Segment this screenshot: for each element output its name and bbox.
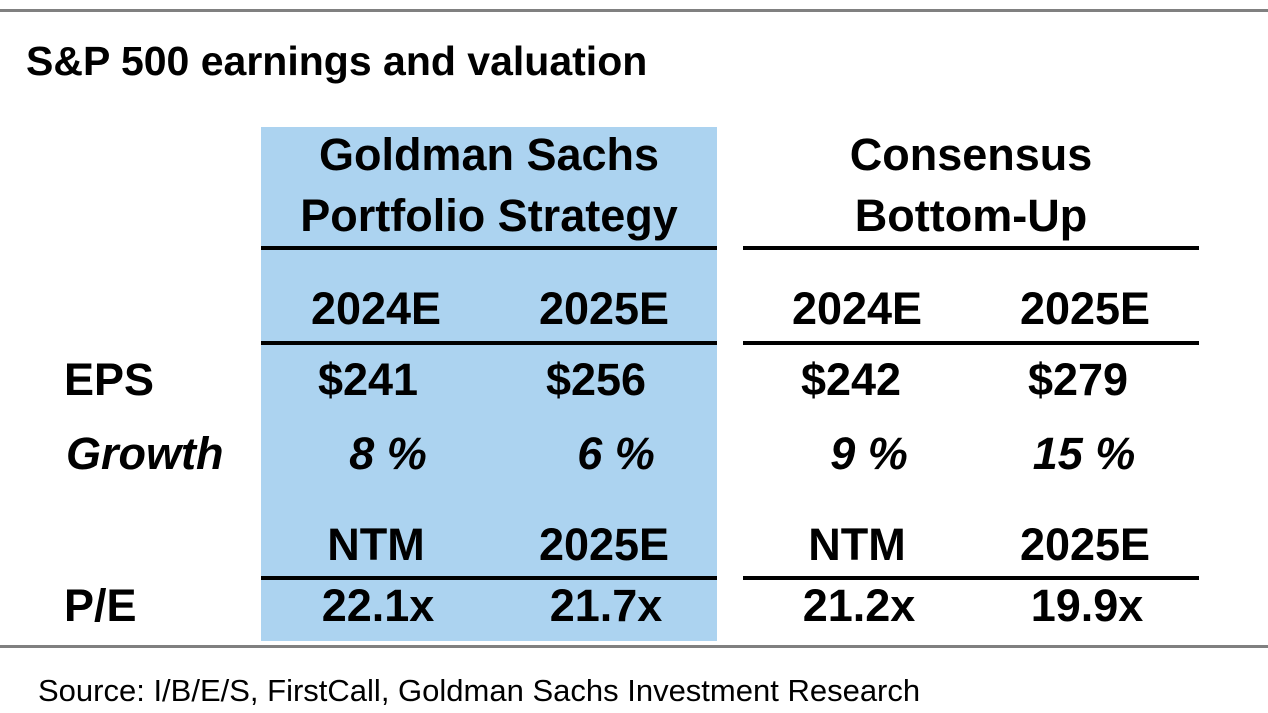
- row-label-pe: P/E: [64, 580, 137, 631]
- pe-gs-ntm: 22.1x: [321, 580, 435, 631]
- pe-header-gs-ntm: NTM: [327, 519, 425, 570]
- group-header-goldman-line2: Portfolio Strategy: [300, 190, 678, 241]
- group-header-goldman-line1: Goldman Sachs: [318, 129, 660, 180]
- year-header-gs-2025: 2025E: [538, 283, 670, 334]
- row-label-eps: EPS: [64, 354, 155, 405]
- goldman-column-highlight: [261, 127, 717, 641]
- group-header-consensus: Consensus Bottom-Up: [743, 124, 1199, 246]
- group-header-consensus-line2: Bottom-Up: [854, 190, 1088, 241]
- eps-gs-2025: $256: [545, 354, 647, 405]
- eps-cb-2024: $242: [800, 354, 902, 405]
- growth-cb-2024: 9 %: [830, 428, 908, 479]
- group-header-underline-goldman: [261, 246, 717, 250]
- eps-gs-2024: $241: [317, 354, 419, 405]
- pe-header-cb-ntm: NTM: [808, 519, 906, 570]
- table-title: S&P 500 earnings and valuation: [26, 38, 648, 84]
- eps-cb-2025: $279: [1027, 354, 1129, 405]
- pe-underline-consensus: [743, 576, 1199, 580]
- growth-gs-2024: 8 %: [349, 428, 427, 479]
- year-header-gs-2024: 2024E: [310, 283, 442, 334]
- row-label-growth: Growth: [66, 428, 224, 479]
- top-rule: [0, 9, 1268, 12]
- pe-gs-2025: 21.7x: [549, 580, 663, 631]
- growth-cb-2025: 15 %: [1032, 428, 1136, 479]
- group-header-underline-consensus: [743, 246, 1199, 250]
- pe-underline-goldman: [261, 576, 717, 580]
- pe-cb-ntm: 21.2x: [802, 580, 916, 631]
- pe-header-cb-2025: 2025E: [1019, 519, 1151, 570]
- group-header-goldman: Goldman Sachs Portfolio Strategy: [261, 124, 717, 246]
- source-note: Source: I/B/E/S, FirstCall, Goldman Sach…: [38, 673, 921, 708]
- year-header-cb-2025: 2025E: [1019, 283, 1151, 334]
- group-header-consensus-line1: Consensus: [849, 129, 1093, 180]
- bottom-rule: [0, 645, 1268, 648]
- pe-header-gs-2025: 2025E: [538, 519, 670, 570]
- year-underline-consensus: [743, 341, 1199, 345]
- year-underline-goldman: [261, 341, 717, 345]
- growth-gs-2025: 6 %: [577, 428, 655, 479]
- year-header-cb-2024: 2024E: [791, 283, 923, 334]
- pe-cb-2025: 19.9x: [1030, 580, 1144, 631]
